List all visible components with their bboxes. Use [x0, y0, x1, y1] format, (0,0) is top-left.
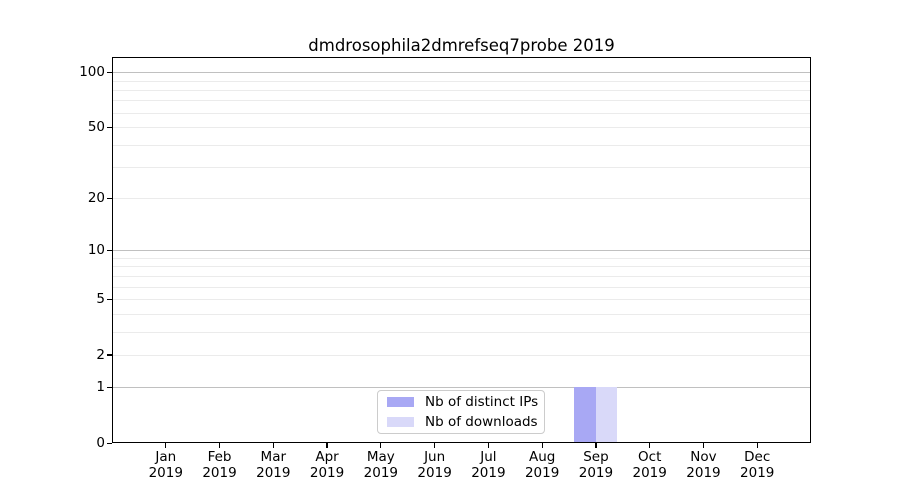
y-tick-label-100: 100 — [79, 64, 105, 81]
x-tick-label-mar: Mar 2019 — [256, 449, 291, 481]
x-tick-label-jun: Jun 2019 — [417, 449, 452, 481]
y-gridline-minor-5 — [112, 299, 811, 301]
x-tick-dec — [756, 443, 758, 448]
y-gridline-minor-90 — [112, 80, 811, 82]
y-tick-label-50: 50 — [87, 119, 105, 136]
y-tick-100 — [107, 71, 112, 73]
y-gridline-minor-2 — [112, 354, 811, 356]
x-tick-jun — [433, 443, 436, 448]
y-tick-label-1: 1 — [96, 379, 105, 396]
y-gridline-minor-80 — [112, 89, 811, 91]
x-tick-mar — [272, 443, 274, 448]
legend-item-downloads: Nb of downloads — [378, 412, 544, 432]
x-tick-label-jul: Jul 2019 — [471, 449, 506, 481]
y-gridline-minor-30 — [112, 167, 811, 169]
y-tick-10 — [107, 249, 112, 252]
y-gridline-minor-9 — [112, 257, 811, 259]
bar-nb-of-distinct-ips-sep — [574, 387, 596, 443]
y-tick-5 — [107, 298, 112, 300]
y-tick-1 — [107, 386, 112, 389]
y-tick-label-2: 2 — [96, 346, 105, 363]
x-tick-label-aug: Aug 2019 — [524, 449, 560, 481]
y-gridline-minor-6 — [112, 286, 811, 288]
x-tick-label-apr: Apr 2019 — [309, 449, 345, 481]
x-tick-sep — [595, 443, 597, 448]
y-gridline-minor-60 — [112, 112, 811, 114]
legend-label-distinct-ips: Nb of distinct IPs — [425, 394, 539, 410]
y-gridline-major-1 — [112, 387, 811, 389]
x-tick-label-sep: Sep 2019 — [578, 449, 614, 481]
y-gridline-minor-40 — [112, 144, 811, 146]
y-tick-label-20: 20 — [87, 190, 105, 207]
y-gridline-minor-20 — [112, 198, 811, 200]
y-gridline-minor-8 — [112, 266, 811, 268]
y-tick-label-0: 0 — [96, 435, 105, 451]
x-tick-aug — [541, 443, 543, 448]
y-gridline-minor-7 — [112, 275, 811, 277]
x-tick-jan — [165, 443, 167, 448]
x-tick-jul — [487, 443, 490, 448]
y-tick-2 — [107, 354, 112, 356]
x-tick-label-jan: Jan 2019 — [148, 449, 183, 481]
y-tick-0 — [107, 442, 112, 444]
legend: Nb of distinct IPs Nb of downloads — [377, 390, 545, 434]
x-tick-label-feb: Feb 2019 — [202, 449, 237, 481]
y-gridline-minor-50 — [112, 127, 811, 129]
x-tick-nov — [702, 443, 705, 448]
y-tick-label-10: 10 — [87, 242, 105, 259]
x-tick-label-dec: Dec 2019 — [740, 449, 775, 481]
y-tick-label-5: 5 — [96, 291, 105, 308]
x-tick-label-may: May 2019 — [363, 449, 399, 481]
chart-title: dmdrosophila2dmrefseq7probe 2019 — [308, 36, 615, 55]
y-gridline-minor-70 — [112, 100, 811, 102]
legend-swatch-downloads — [387, 416, 414, 428]
y-gridline-minor-4 — [112, 313, 811, 315]
legend-swatch-distinct-ips — [387, 396, 414, 408]
legend-item-distinct-ips: Nb of distinct IPs — [378, 392, 544, 412]
y-tick-50 — [107, 126, 112, 128]
x-tick-label-nov: Nov 2019 — [686, 449, 721, 481]
x-tick-may — [380, 443, 382, 448]
x-tick-feb — [218, 443, 221, 448]
legend-label-downloads: Nb of downloads — [425, 414, 538, 430]
x-tick-label-oct: Oct 2019 — [632, 449, 667, 481]
y-gridline-major-100 — [112, 72, 811, 74]
y-tick-20 — [107, 197, 112, 200]
x-tick-oct — [649, 443, 651, 448]
y-gridline-minor-3 — [112, 331, 811, 333]
y-gridline-major-10 — [112, 250, 811, 252]
bar-nb-of-downloads-sep — [595, 387, 618, 443]
x-tick-apr — [326, 443, 328, 448]
